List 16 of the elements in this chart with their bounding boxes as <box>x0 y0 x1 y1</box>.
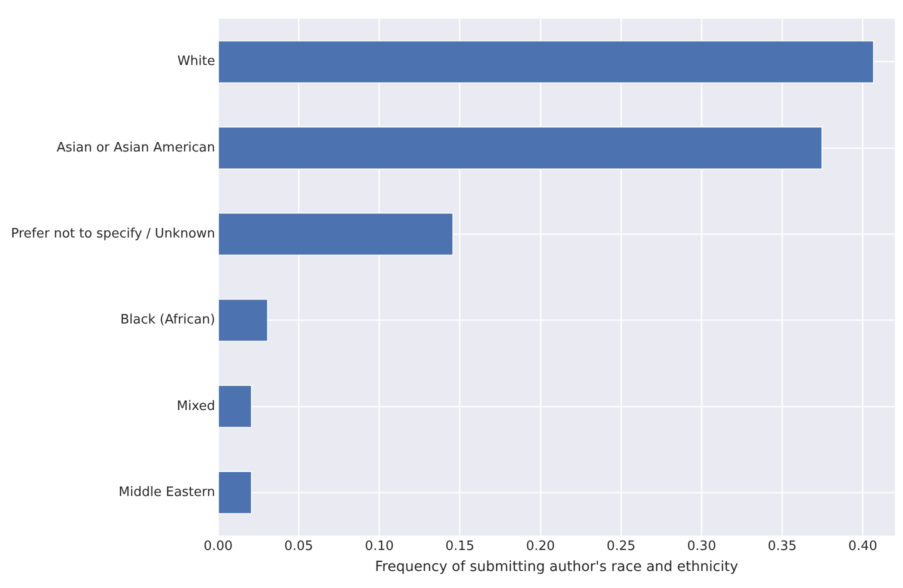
y-tick-label: Mixed <box>176 398 216 414</box>
x-tick-label: 0.25 <box>606 538 636 554</box>
y-tick-label: Prefer not to specify / Unknown <box>11 226 216 242</box>
x-tick-label: 0.10 <box>364 538 394 554</box>
x-tick-label: 0.05 <box>284 538 314 554</box>
x-axis-title: Frequency of submitting author's race and ethnicity <box>375 559 738 576</box>
y-tick-label: White <box>177 54 216 70</box>
y-tick-label: Middle Eastern <box>118 484 216 500</box>
y-tick-label: Asian or Asian American <box>56 140 216 156</box>
x-tick-label: 0.20 <box>526 538 555 554</box>
x-tick-label: 0.35 <box>768 538 797 554</box>
x-tick-label: 0.00 <box>204 538 233 554</box>
x-tick-label: 0.40 <box>848 538 878 554</box>
y-tick-label: Black (African) <box>120 312 216 328</box>
x-tick-label: 0.30 <box>687 538 716 554</box>
x-tick-label: 0.15 <box>445 538 474 554</box>
